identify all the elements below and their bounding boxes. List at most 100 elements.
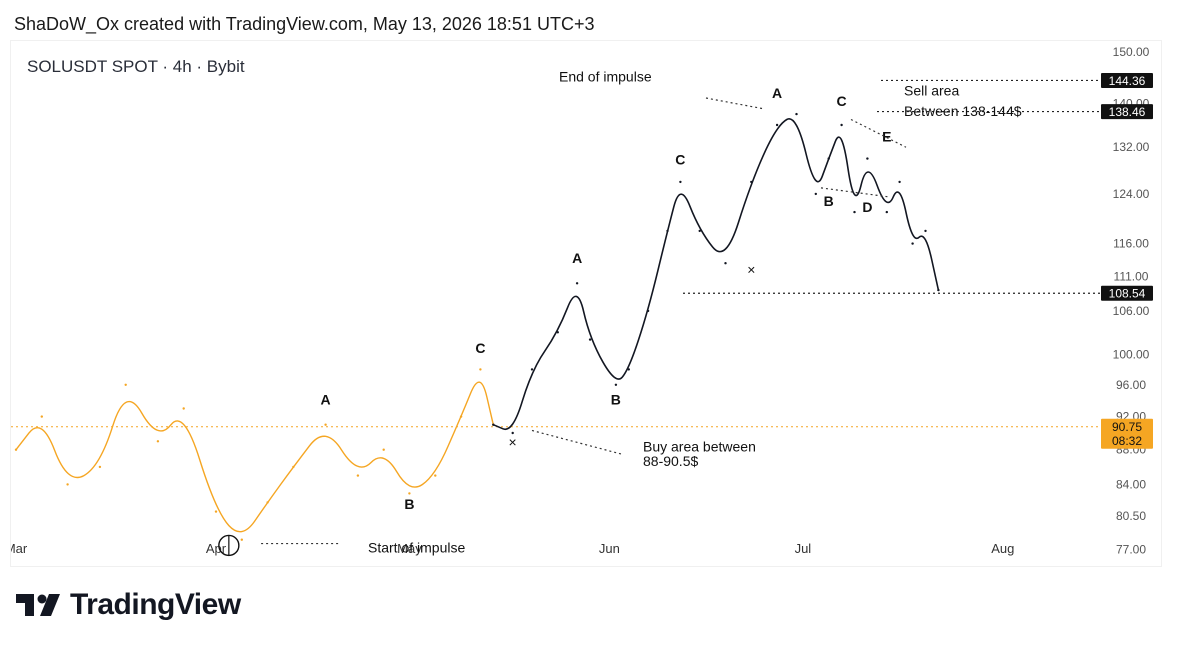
price-point: [459, 415, 463, 418]
price-tag-label: 108.54: [1109, 287, 1146, 301]
y-tick-label: 100.00: [1113, 347, 1150, 361]
symbol-title: SOLUSDT SPOT · 4h · Bybit: [27, 57, 245, 76]
price-point: [214, 510, 218, 513]
wave-label: C: [475, 340, 485, 356]
buy-area-connector: [531, 429, 622, 455]
price-point: [588, 338, 592, 341]
y-tick-label: 84.00: [1116, 477, 1146, 491]
price-point: [911, 242, 914, 245]
price-point: [408, 492, 411, 495]
price-point: [885, 210, 888, 214]
cross-marker: ×: [509, 434, 517, 450]
price-tag-bg: [1101, 104, 1153, 120]
wave-b-d-connector: [820, 187, 890, 198]
price-point: [750, 180, 753, 184]
price-point: [898, 180, 901, 184]
tradingview-logo[interactable]: TradingView: [16, 588, 241, 622]
price-point: [556, 331, 559, 334]
price-point: [679, 180, 682, 184]
y-tick-label: 77.00: [1116, 542, 1146, 556]
price-tag-label: 90.75: [1112, 420, 1142, 434]
price-tag-label: 138.46: [1109, 105, 1146, 119]
wave-label: C: [837, 93, 847, 109]
price-point: [156, 440, 160, 443]
price-point: [827, 157, 830, 160]
price-point: [182, 407, 185, 410]
wave-label: A: [772, 85, 782, 101]
wave-label: B: [824, 193, 834, 209]
price-point: [724, 262, 727, 265]
price-point: [866, 157, 869, 160]
wave-label: C: [675, 151, 685, 167]
end-impulse-connector: [705, 97, 764, 110]
price-point: [627, 368, 630, 371]
start-of-impulse-label: Start of impulse: [368, 539, 465, 555]
price-point: [795, 112, 798, 116]
price-point: [124, 383, 127, 386]
price-point: [775, 123, 779, 127]
price-point: [614, 383, 618, 386]
y-tick-label: 150.00: [1113, 45, 1150, 59]
y-tick-label: 111.00: [1114, 269, 1149, 283]
chart-frame: SOLUSDT SPOT · 4h · Bybit 150.00 140.00 132…: [5, 40, 1162, 567]
price-point: [356, 474, 360, 477]
wave-label: A: [321, 391, 331, 407]
x-tick-label: May: [397, 541, 422, 556]
price-point: [434, 474, 437, 477]
x-tick-label: Jun: [599, 541, 620, 556]
buy-area-label-line2: 88-90.5$: [643, 453, 698, 469]
y-tick-label: 124.00: [1113, 187, 1150, 201]
wave-label: B: [404, 496, 414, 512]
wave-label: A: [572, 250, 582, 266]
price-tag-label: 144.36: [1109, 74, 1146, 88]
price-point: [292, 465, 295, 469]
price-point: [40, 415, 43, 418]
price-tag-countdown: 08:32: [1112, 434, 1142, 448]
y-tick-label: 96.00: [1116, 378, 1146, 392]
price-point: [14, 448, 18, 451]
y-tick-label: 116.00: [1113, 237, 1149, 251]
x-tick-label: Mar: [11, 541, 28, 556]
sell-area-label-line1: Sell area: [904, 82, 959, 98]
x-tick-label: Aug: [991, 541, 1014, 556]
price-point: [240, 538, 243, 541]
price-point: [382, 448, 385, 451]
price-point: [646, 309, 650, 313]
wave-label: D: [862, 199, 872, 215]
price-point: [479, 368, 482, 371]
wave-label: E: [882, 129, 891, 145]
price-point: [840, 123, 843, 127]
buy-area-label-line1: Buy area between: [643, 438, 756, 454]
tradingview-logo-icon: [16, 594, 60, 616]
price-point: [937, 288, 940, 292]
price-point: [924, 229, 927, 233]
tradingview-wordmark: TradingView: [70, 588, 241, 621]
price-point: [666, 229, 669, 233]
price-tag-bg: [1101, 285, 1153, 301]
wave-c-e-connector: [850, 118, 907, 148]
price-point: [511, 431, 514, 435]
price-point: [698, 229, 701, 233]
y-tick-label: 132.00: [1113, 140, 1150, 154]
price-point: [492, 423, 495, 426]
price-tag-bg: [1101, 418, 1153, 449]
price-point: [98, 465, 102, 469]
price-point: [575, 282, 579, 285]
price-point: [853, 210, 856, 214]
price-point: [324, 423, 327, 426]
price-point: [814, 192, 817, 196]
wave-label: B: [611, 391, 621, 407]
price-point: [266, 501, 269, 504]
price-chart: SOLUSDT SPOT · 4h · Bybit150.00140.00132…: [5, 45, 1153, 556]
price-series-line: [15, 381, 494, 533]
y-tick-label: 80.50: [1116, 509, 1146, 523]
watermark-caption: ShaDoW_Ox created with TradingView.com, …: [14, 14, 595, 34]
price-point: [530, 368, 534, 371]
price-series-line: [492, 118, 940, 431]
end-of-impulse-label: End of impulse: [559, 68, 652, 84]
y-tick-label: 106.00: [1113, 304, 1150, 318]
sell-area-label-line2: Between 138-144$: [904, 103, 1022, 119]
price-tag-bg: [1101, 72, 1153, 88]
price-point: [66, 483, 69, 486]
x-tick-label: Jul: [795, 541, 812, 556]
